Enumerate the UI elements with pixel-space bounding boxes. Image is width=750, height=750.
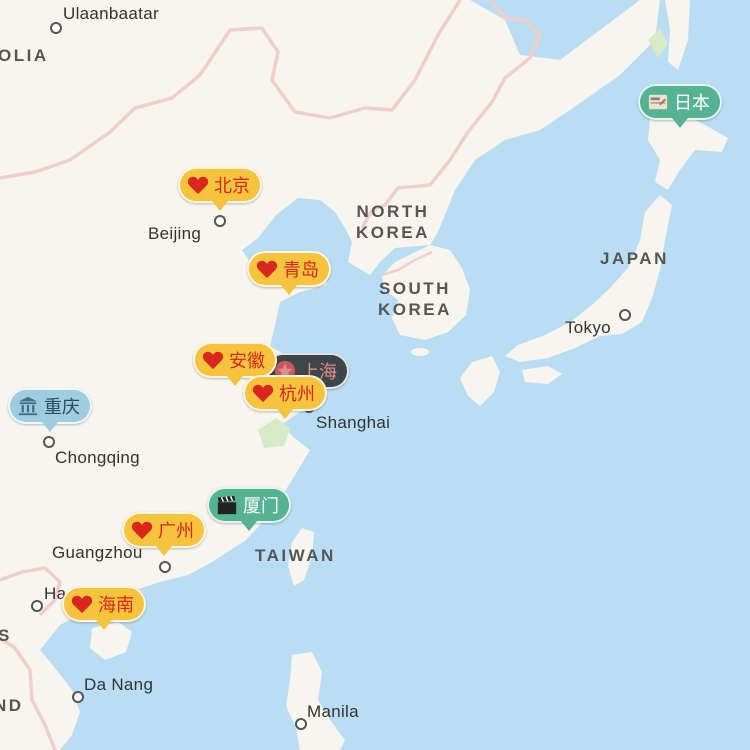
jeju-island [411, 348, 429, 356]
city-label-hanoi: Ha [44, 584, 67, 603]
pin-chongqing[interactable]: 重庆 [8, 388, 92, 432]
city-label-guangzhou: Guangzhou [52, 543, 143, 562]
pin-hangzhou[interactable]: 杭州 [243, 375, 327, 419]
pin-label: 重庆 [44, 397, 80, 418]
pin-label: 海南 [98, 595, 134, 616]
pin-japan[interactable]: 日本 [638, 84, 722, 128]
country-label-thailand: ND [0, 696, 24, 715]
country-label-japan: JAPAN [600, 249, 669, 268]
pin-guangzhou[interactable]: 广州 [122, 512, 206, 556]
hainan-island [90, 622, 132, 660]
park-area [258, 418, 290, 448]
pin-anhui[interactable]: 安徽 [193, 342, 277, 386]
pin-beijing[interactable]: 北京 [178, 167, 262, 211]
city-dot-chongqing[interactable] [43, 436, 55, 448]
country-borders [0, 0, 542, 750]
pin-label: 厦门 [243, 496, 279, 517]
country-label-north-korea: NORTH KOREA [356, 202, 430, 242]
shikoku [522, 366, 562, 384]
country-label-south-korea: SOUTH KOREA [378, 279, 452, 319]
ticket-icon [646, 90, 670, 114]
heart-icon [130, 518, 154, 542]
park-area [648, 28, 668, 58]
pin-label: 青岛 [283, 260, 319, 281]
city-dot-manila[interactable] [295, 718, 307, 730]
korean-peninsula [382, 245, 470, 340]
pin-qingdao[interactable]: 青岛 [247, 251, 331, 295]
heart-icon [255, 257, 279, 281]
city-label-danang: Da Nang [84, 675, 154, 694]
city-label-ulaanbaatar: Ulaanbaatar [63, 4, 159, 23]
clapperboard-icon [215, 493, 239, 517]
city-label-tokyo: Tokyo [565, 318, 611, 337]
pin-label: 杭州 [279, 384, 315, 405]
pin-hainan[interactable]: 海南 [62, 586, 146, 630]
taiwan-island [288, 528, 314, 586]
city-label-shanghai: Shanghai [316, 413, 391, 432]
sakhalin [665, 0, 690, 70]
heart-icon [186, 173, 210, 197]
pin-label: 日本 [674, 93, 710, 114]
city-dot-hanoi[interactable] [31, 600, 43, 612]
kyushu [460, 356, 500, 406]
country-label-laos: S [0, 626, 12, 645]
city-label-chongqing: Chongqing [55, 448, 140, 467]
city-dot-danang[interactable] [72, 691, 84, 703]
pin-label: 安徽 [229, 351, 265, 372]
city-label-manila: Manila [307, 702, 359, 721]
bank-icon [16, 394, 40, 418]
city-dot-ulaanbaatar[interactable] [50, 22, 62, 34]
heart-icon [70, 592, 94, 616]
korea-border [381, 250, 433, 277]
country-label-mongolia: OLIA [0, 46, 49, 65]
city-label-beijing: Beijing [148, 224, 202, 243]
heart-icon [201, 348, 225, 372]
pin-label: 北京 [214, 176, 250, 197]
pin-label: 广州 [158, 521, 194, 542]
city-dot-tokyo[interactable] [619, 309, 631, 321]
city-dot-guangzhou[interactable] [159, 561, 171, 573]
pin-xiamen[interactable]: 厦门 [207, 487, 291, 531]
heart-icon [251, 381, 275, 405]
honshu [505, 195, 672, 362]
hokkaido [648, 110, 728, 190]
city-dot-beijing[interactable] [214, 215, 226, 227]
country-label-taiwan: TAIWAN [255, 546, 336, 565]
